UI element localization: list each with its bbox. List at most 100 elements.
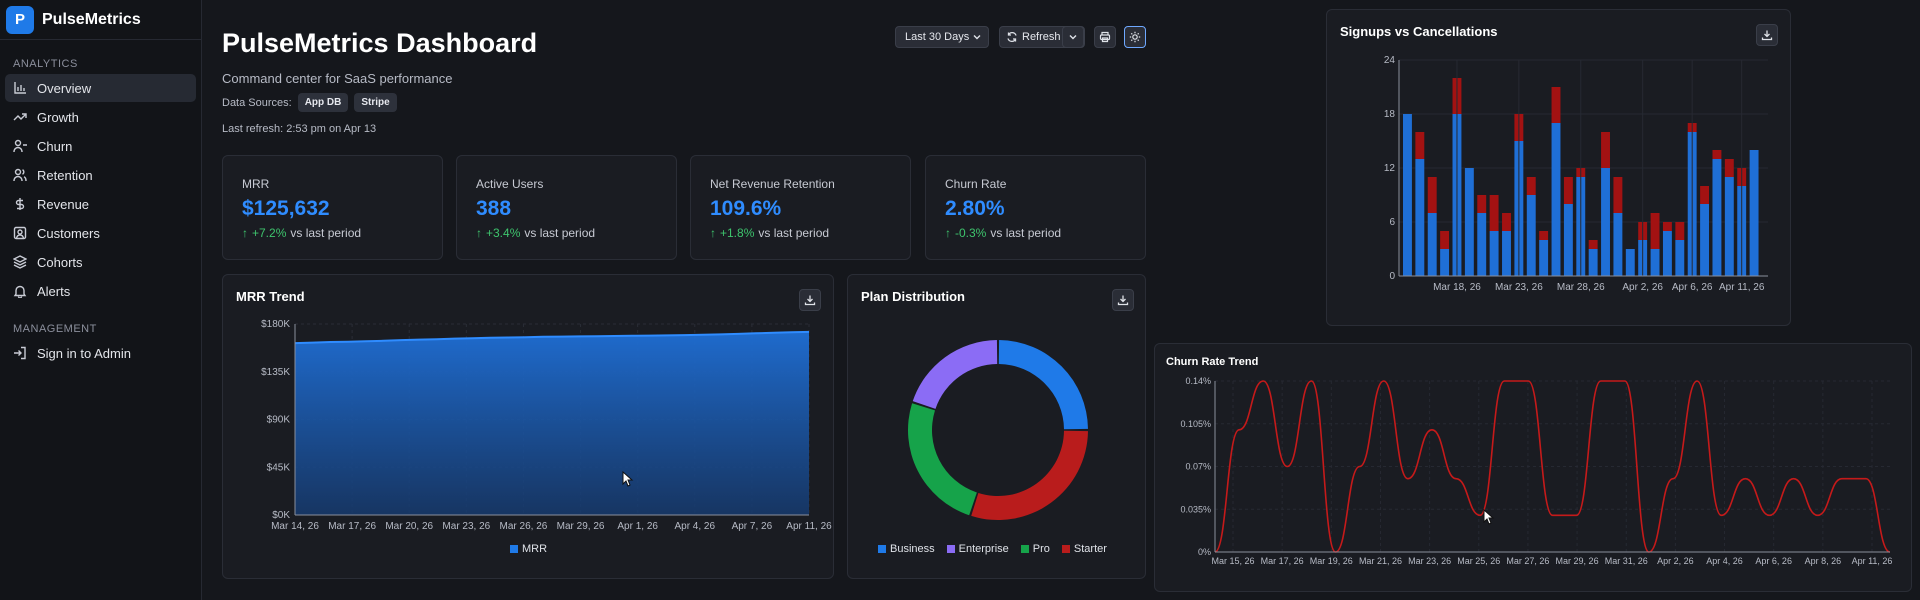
chevron-down-icon — [971, 31, 983, 46]
contact-icon — [13, 226, 27, 240]
signups-bar — [1539, 240, 1549, 276]
date-range-select[interactable]: Last 30 Days — [895, 26, 989, 48]
print-button[interactable] — [1094, 26, 1116, 48]
kpi-delta-suffix: vs last period — [990, 226, 1062, 240]
x-tick-label: Mar 23, 26 — [1495, 282, 1543, 293]
donut-slice-enterprise — [912, 340, 998, 409]
kpi-label: Active Users — [476, 177, 544, 191]
brand-logo-icon: P — [6, 5, 34, 34]
y-tick-label: 0.07% — [1185, 462, 1211, 472]
signups-bar — [1650, 249, 1660, 276]
sidebar-item-alerts[interactable]: Alerts — [5, 277, 196, 305]
sidebar-item-cohorts[interactable]: Cohorts — [5, 248, 196, 276]
y-tick-label: 0.035% — [1180, 504, 1211, 514]
brand[interactable]: P PulseMetrics — [0, 0, 201, 40]
kpi-delta: ↑ +3.4% vs last period — [476, 226, 595, 240]
y-tick-label: 6 — [1389, 217, 1395, 228]
signups-bar — [1403, 114, 1412, 276]
kpi-value: 388 — [476, 197, 512, 220]
cancellations-bar — [1675, 222, 1685, 240]
page-title: PulseMetrics Dashboard — [222, 28, 538, 58]
plan-donut-chart — [908, 340, 1088, 520]
mouse-cursor-icon — [1483, 509, 1495, 525]
x-tick-label: Apr 1, 26 — [617, 521, 658, 532]
sidebar-item-label: Alerts — [37, 283, 71, 299]
theme-toggle-button[interactable] — [1124, 26, 1146, 48]
x-tick-label: Apr 11, 26 — [786, 521, 832, 532]
cancellations-bar — [1440, 231, 1450, 249]
y-tick-label: $45K — [267, 462, 291, 473]
sidebar-item-label: Retention — [37, 167, 93, 183]
sidebar-item-revenue[interactable]: Revenue — [5, 190, 196, 218]
kpi-value: $125,632 — [242, 197, 330, 220]
mrr-line — [294, 330, 810, 345]
donut-slice-starter — [971, 430, 1088, 520]
cancellations-bar — [1700, 186, 1710, 204]
x-tick-label: Mar 14, 26 — [271, 521, 319, 532]
panel-title: Signups vs Cancellations — [1340, 24, 1498, 39]
churn-chart: 0% 0.035% 0.07% 0.105% 0.14% Mar 15, 26 Mar 17… — [1180, 376, 1893, 566]
sidebar-item-label: Cohorts — [37, 254, 83, 270]
sidebar-item-churn[interactable]: Churn — [5, 132, 196, 160]
plan-distribution-panel: Plan Distribution Business Enterprise Pr… — [847, 274, 1146, 579]
mrr-area — [295, 331, 809, 515]
sidebar-item-label: Customers — [37, 225, 100, 241]
sidebar-item-sign-in-admin[interactable]: Sign in to Admin — [5, 339, 196, 367]
donut-slice-pro — [908, 403, 977, 516]
cancellations-bar — [1588, 240, 1598, 249]
signups-bar — [1700, 204, 1710, 276]
source-badge-app-db: App DB — [297, 93, 349, 112]
signups-bar — [1464, 168, 1474, 276]
x-tick-label: Apr 11, 26 — [1719, 282, 1765, 293]
kpi-delta: ↑ +1.8% vs last period — [710, 226, 829, 240]
legend-label: MRR — [522, 543, 548, 555]
signups-bar — [1613, 213, 1623, 276]
panel-title: MRR Trend — [236, 289, 305, 304]
layers-icon — [13, 255, 27, 269]
kpi-card-nrr: Net Revenue Retention 109.6% ↑ +1.8% vs … — [690, 155, 911, 260]
refresh-options-button[interactable] — [1062, 26, 1084, 48]
mrr-download-button[interactable] — [799, 289, 821, 311]
y-tick-label: $135K — [261, 367, 290, 378]
cancellations-bar — [1613, 177, 1623, 213]
sidebar-item-label: Revenue — [37, 196, 90, 212]
signups-chart: 0 6 12 18 24 Mar 18, 26 Mar 23, 26 Mar 28, 26 Ap… — [1384, 55, 1768, 293]
signups-download-button[interactable] — [1756, 24, 1778, 46]
cancellations-bar — [1650, 213, 1660, 249]
download-icon — [1761, 29, 1773, 41]
signups-bar — [1601, 168, 1610, 276]
cancellations-bar — [1539, 231, 1549, 240]
plan-download-button[interactable] — [1112, 289, 1134, 311]
sidebar-item-overview[interactable]: Overview — [5, 74, 196, 102]
signups-bar — [1749, 150, 1759, 276]
kpi-value: 2.80% — [945, 197, 1005, 220]
legend-swatch — [946, 545, 955, 553]
users-icon — [13, 168, 27, 182]
x-tick-label: Mar 18, 26 — [1433, 282, 1481, 293]
signups-bar — [1489, 231, 1499, 276]
cancellations-bar — [1662, 222, 1672, 231]
x-tick-label: Mar 17, 26 — [328, 521, 376, 532]
download-icon — [804, 294, 816, 306]
legend-label: Pro — [1032, 543, 1050, 555]
x-tick-label: Mar 17, 26 — [1261, 556, 1304, 566]
date-range-value: Last 30 Days — [905, 31, 970, 43]
kpi-delta-value: +3.4% — [486, 226, 521, 240]
y-tick-label: $180K — [261, 319, 290, 330]
data-sources: Data Sources: App DB Stripe — [222, 93, 397, 112]
sidebar-item-customers[interactable]: Customers — [5, 219, 196, 247]
signups-bar — [1588, 249, 1598, 276]
sidebar-item-growth[interactable]: Growth — [5, 103, 196, 131]
kpi-label: Churn Rate — [945, 177, 1007, 191]
sidebar-item-retention[interactable]: Retention — [5, 161, 196, 189]
cancellations-bar — [1712, 150, 1722, 159]
kpi-delta-suffix: vs last period — [524, 226, 596, 240]
x-tick-label: Mar 23, 26 — [1408, 556, 1451, 566]
x-tick-label: Apr 11, 26 — [1852, 556, 1893, 566]
sidebar-item-label: Churn — [37, 138, 73, 154]
refresh-label: Refresh — [1022, 31, 1061, 43]
y-tick-label: 18 — [1384, 109, 1396, 120]
mrr-legend: MRR — [510, 543, 547, 555]
y-tick-label: 0 — [1389, 271, 1395, 282]
x-tick-label: Apr 2, 26 — [1622, 282, 1663, 293]
